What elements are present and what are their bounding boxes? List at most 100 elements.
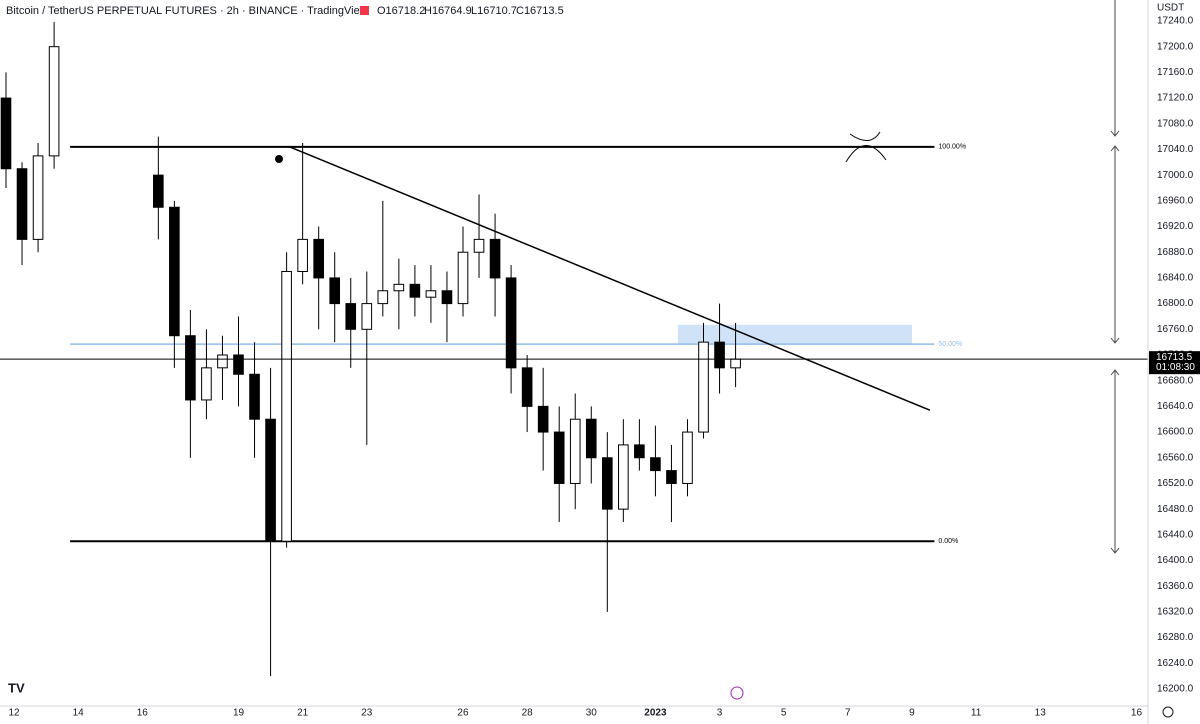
candle-body xyxy=(185,335,196,401)
candle-body xyxy=(409,283,421,298)
y-tick-label: 16880.0 xyxy=(1157,247,1194,258)
measure-arrows xyxy=(1110,0,1120,554)
candle-body xyxy=(730,358,741,369)
y-tick-label: 17160.0 xyxy=(1157,67,1194,78)
alarm-icon[interactable] xyxy=(275,155,283,163)
y-tick-label: 16920.0 xyxy=(1157,221,1194,232)
y-tick-label: 16440.0 xyxy=(1157,529,1194,540)
header-icon xyxy=(360,6,369,15)
fib-label: 100.00% xyxy=(938,144,966,151)
candle-body xyxy=(537,405,549,433)
x-tick-label: 13 xyxy=(1035,708,1047,719)
candle-body xyxy=(569,418,581,484)
currency[interactable]: USDT xyxy=(1157,3,1184,14)
y-tick-label: 16760.0 xyxy=(1157,324,1194,335)
y-tick-label: 16240.0 xyxy=(1157,658,1194,669)
fib-label: 0.00% xyxy=(938,538,958,545)
candle-body xyxy=(265,418,276,542)
y-tick-label: 16400.0 xyxy=(1157,555,1194,566)
y-tick-label: 17000.0 xyxy=(1157,170,1194,181)
x-tick-label: 12 xyxy=(8,708,20,719)
x-tick-label: 23 xyxy=(361,708,373,719)
settings-icon[interactable] xyxy=(1162,706,1174,718)
x-tick-label: 7 xyxy=(845,708,851,719)
x-tick-label: 11 xyxy=(971,708,982,719)
candle-body xyxy=(441,290,453,305)
y-tick-label: 16560.0 xyxy=(1157,452,1194,463)
candle-body xyxy=(361,303,373,330)
candle-body xyxy=(666,470,677,484)
x-tick-label: 3 xyxy=(717,708,723,719)
candle-body xyxy=(297,238,308,272)
candle-body xyxy=(457,251,469,305)
candle-body xyxy=(217,354,228,369)
y-tick-label: 16600.0 xyxy=(1157,427,1194,438)
countdown-label: 01:08:30 xyxy=(1156,362,1195,373)
candle-body xyxy=(489,238,501,279)
header-bg xyxy=(0,0,575,22)
y-tick-label: 16520.0 xyxy=(1157,478,1194,489)
candle-body xyxy=(0,97,12,170)
candle-body xyxy=(393,283,405,292)
candle-body xyxy=(634,444,645,459)
y-tick-label: 17200.0 xyxy=(1157,41,1194,52)
candle-body xyxy=(329,277,341,305)
y-tick-label: 16200.0 xyxy=(1157,684,1194,695)
events-icon[interactable] xyxy=(730,686,744,700)
ohlc-high: H16764.9 xyxy=(424,5,472,17)
x-tick-label: 19 xyxy=(233,708,245,719)
y-tick-label: 16480.0 xyxy=(1157,504,1194,515)
y-tick-label: 16800.0 xyxy=(1157,298,1194,309)
candle-body xyxy=(32,155,44,240)
y-tick-label: 16680.0 xyxy=(1157,375,1194,386)
last-price-label: 16713.5 xyxy=(1156,352,1193,363)
fib-label: 50.00% xyxy=(938,341,962,348)
candle-body xyxy=(601,457,613,510)
x-tick-label: 14 xyxy=(73,708,85,719)
candle-body xyxy=(505,277,517,369)
candle-body xyxy=(585,418,597,459)
candle-body xyxy=(233,354,244,375)
y-tick-label: 17120.0 xyxy=(1157,93,1194,104)
candle-body xyxy=(650,457,661,472)
y-tick-label: 17240.0 xyxy=(1157,16,1194,27)
trend-line xyxy=(289,146,931,411)
last-price-box xyxy=(1149,351,1200,375)
candle-body xyxy=(553,431,565,484)
x-tick-label: 2023 xyxy=(644,708,667,719)
y-tick-label: 17080.0 xyxy=(1157,118,1194,129)
x-tick-label: 28 xyxy=(522,708,534,719)
candle-body xyxy=(618,444,629,510)
candle-body xyxy=(473,238,485,253)
x-tick-label: 16 xyxy=(137,708,149,719)
candle-body xyxy=(698,341,709,433)
logo: TV xyxy=(8,680,25,695)
y-tick-label: 16320.0 xyxy=(1157,607,1194,618)
x-tick-label: 5 xyxy=(781,708,787,719)
chart-title: Bitcoin / TetherUS PERPETUAL FUTURES · 2… xyxy=(6,5,368,17)
candle-body xyxy=(16,168,28,240)
y-tick-label: 16640.0 xyxy=(1157,401,1194,412)
y-tick-label: 17040.0 xyxy=(1157,144,1194,155)
x-tick-label: 9 xyxy=(909,708,915,719)
candle-body xyxy=(521,367,533,407)
y-tick-label: 16280.0 xyxy=(1157,632,1194,643)
candle-body xyxy=(377,290,389,305)
x-tick-label: 16 xyxy=(1131,708,1143,719)
ohlc-low: L16710.7 xyxy=(471,5,517,17)
ohlc-open: O16718.2 xyxy=(377,5,425,17)
candle-body xyxy=(281,270,292,542)
cross-drawing xyxy=(845,131,887,163)
y-tick-label: 16840.0 xyxy=(1157,273,1194,284)
candle-body xyxy=(249,373,260,420)
candle-body xyxy=(48,46,60,157)
candle-body xyxy=(345,303,357,330)
candle-body xyxy=(313,238,324,279)
y-tick-label: 16360.0 xyxy=(1157,581,1194,592)
candle-body xyxy=(153,174,164,208)
zone xyxy=(677,324,912,345)
candle-body xyxy=(682,431,693,484)
candle-body xyxy=(425,290,437,298)
y-tick-label: 16960.0 xyxy=(1157,195,1194,206)
